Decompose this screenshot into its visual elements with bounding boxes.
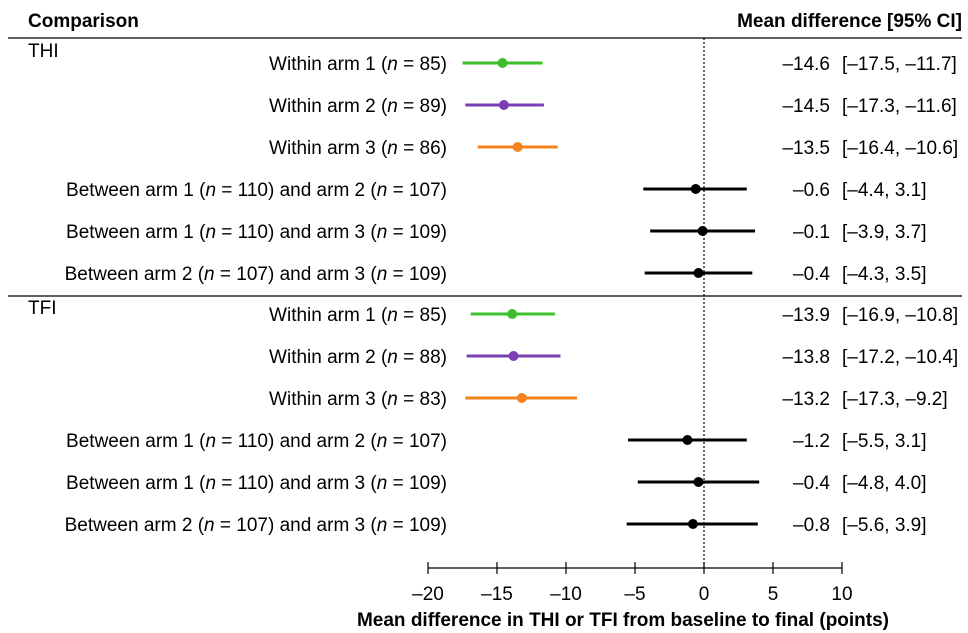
ci-value: [–5.5, 3.1] <box>842 431 927 452</box>
estimate-value: –14.5 <box>782 96 830 117</box>
row-label: Within arm 1 (n = 85) <box>269 305 447 326</box>
ci-value: [–3.9, 3.7] <box>842 222 927 243</box>
ci-value: [–16.9, –10.8] <box>842 305 958 326</box>
estimate-value: –0.4 <box>793 473 830 494</box>
forest-row: Within arm 1 (n = 85) –13.9 [–16.9, –10.8] <box>269 305 958 326</box>
row-label: Between arm 1 (n = 110) and arm 2 (n = 1… <box>66 180 447 201</box>
ci-value: [–4.3, 3.5] <box>842 264 927 285</box>
rows-layer: THI Within arm 1 (n = 85) –14.6 [–17.5, –11… <box>28 38 958 568</box>
point-estimate <box>693 268 704 278</box>
row-label: Between arm 1 (n = 110) and arm 3 (n = 1… <box>66 222 447 243</box>
x-tick-label: 5 <box>768 584 779 605</box>
forest-row: Within arm 1 (n = 85) –14.6 [–17.5, –11.7] <box>269 54 957 75</box>
ci-value: [–17.2, –10.4] <box>842 347 958 368</box>
point-estimate <box>516 393 527 403</box>
row-label: Within arm 3 (n = 83) <box>269 389 447 410</box>
forest-row: Between arm 2 (n = 107) and arm 3 (n = 1… <box>65 515 927 536</box>
group-label-thi: THI <box>28 41 59 62</box>
x-tick-label: –5 <box>624 584 645 605</box>
ci-value: [–4.8, 4.0] <box>842 473 927 494</box>
ci-value: [–4.4, 3.1] <box>842 180 927 201</box>
estimate-value: –0.8 <box>793 515 830 536</box>
ci-value: [–16.4, –10.6] <box>842 138 958 159</box>
forest-row: Within arm 3 (n = 86) –13.5 [–16.4, –10.6] <box>269 138 958 159</box>
estimate-value: –0.1 <box>793 222 830 243</box>
estimate-value: –13.5 <box>782 138 830 159</box>
estimate-value: –13.2 <box>782 389 830 410</box>
group-label-tfi: TFI <box>28 298 57 319</box>
forest-row: Between arm 1 (n = 110) and arm 2 (n = 1… <box>66 180 926 201</box>
estimate-value: –13.8 <box>782 347 830 368</box>
estimate-value: –1.2 <box>793 431 830 452</box>
ci-value: [–17.3, –11.6] <box>842 96 957 117</box>
forest-row: Within arm 2 (n = 88) –13.8 [–17.2, –10.4] <box>269 347 958 368</box>
header-comparison: Comparison <box>28 11 139 32</box>
row-label: Within arm 3 (n = 86) <box>269 138 447 159</box>
estimate-value: –0.4 <box>793 264 830 285</box>
x-tick-label: –10 <box>550 584 582 605</box>
estimate-value: –13.9 <box>782 305 830 326</box>
forest-row: Between arm 1 (n = 110) and arm 3 (n = 1… <box>66 222 926 243</box>
point-estimate <box>690 184 701 194</box>
row-label: Within arm 1 (n = 85) <box>269 54 447 75</box>
forest-row: Between arm 2 (n = 107) and arm 3 (n = 1… <box>65 264 927 285</box>
x-tick-label: –15 <box>481 584 513 605</box>
row-label: Between arm 2 (n = 107) and arm 3 (n = 1… <box>65 515 447 536</box>
x-tick-label: 10 <box>831 584 852 605</box>
forest-row: Within arm 3 (n = 83) –13.2 [–17.3, –9.2] <box>269 389 948 410</box>
ci-value: [–17.5, –11.7] <box>842 54 957 75</box>
x-tick-label: –20 <box>412 584 444 605</box>
row-label: Between arm 2 (n = 107) and arm 3 (n = 1… <box>65 264 447 285</box>
forest-row: Between arm 1 (n = 110) and arm 3 (n = 1… <box>66 473 926 494</box>
row-label: Within arm 2 (n = 88) <box>269 347 447 368</box>
forest-row: Within arm 2 (n = 89) –14.5 [–17.3, –11.6] <box>269 96 957 117</box>
point-estimate <box>507 309 518 319</box>
x-axis: –20 –15 –10 –5 0 5 10 <box>412 562 853 605</box>
header-mean-difference: Mean difference [95% CI] <box>737 11 962 32</box>
point-estimate <box>497 58 508 68</box>
point-estimate <box>508 351 519 361</box>
ci-value: [–17.3, –9.2] <box>842 389 948 410</box>
point-estimate <box>682 435 693 445</box>
row-label: Between arm 1 (n = 110) and arm 2 (n = 1… <box>66 431 447 452</box>
estimate-value: –14.6 <box>782 54 830 75</box>
x-tick-label: 0 <box>699 584 710 605</box>
point-estimate <box>697 226 708 236</box>
point-estimate <box>687 519 698 529</box>
forest-row: Between arm 1 (n = 110) and arm 2 (n = 1… <box>66 431 926 452</box>
point-estimate <box>498 100 509 110</box>
point-estimate <box>693 477 704 487</box>
row-label: Between arm 1 (n = 110) and arm 3 (n = 1… <box>66 473 447 494</box>
ci-value: [–5.6, 3.9] <box>842 515 927 536</box>
x-axis-label: Mean difference in THI or TFI from basel… <box>357 610 889 631</box>
estimate-value: –0.6 <box>793 180 830 201</box>
row-label: Within arm 2 (n = 89) <box>269 96 447 117</box>
point-estimate <box>512 142 523 152</box>
